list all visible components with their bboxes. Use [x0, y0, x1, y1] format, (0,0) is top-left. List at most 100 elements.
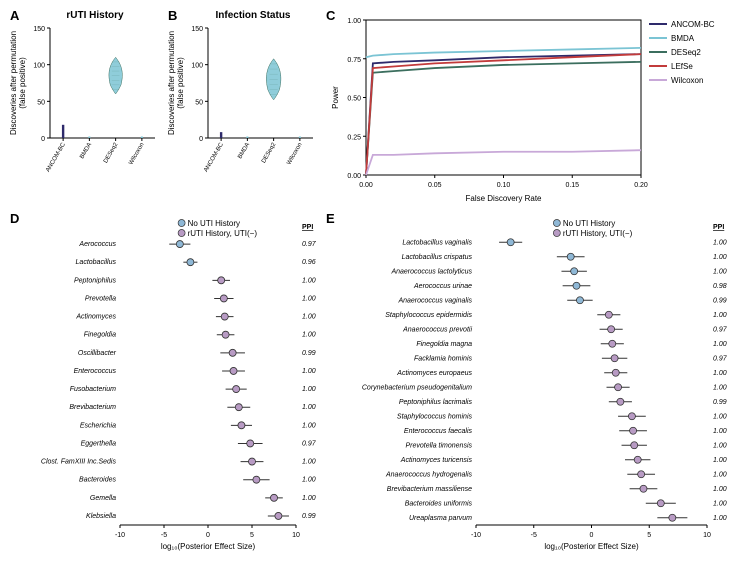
panel-d-chart: -10-50510log₁₀(Posterior Effect Size)PPI…: [10, 213, 330, 553]
svg-text:10: 10: [292, 532, 300, 539]
panel-e-label: E: [326, 211, 335, 226]
panel-b-label: B: [168, 8, 177, 23]
svg-text:Oscillibacter: Oscillibacter: [78, 350, 117, 357]
svg-text:1.00: 1.00: [713, 268, 727, 275]
panel-e-chart: -10-50510log₁₀(Posterior Effect Size)PPI…: [326, 213, 741, 553]
svg-text:0: 0: [199, 136, 203, 143]
panel-d: D -10-50510log₁₀(Posterior Effect Size)P…: [10, 213, 318, 553]
panel-d-label: D: [10, 211, 19, 226]
svg-text:PPI: PPI: [302, 224, 313, 231]
svg-text:ANCOM-BC: ANCOM-BC: [45, 141, 67, 173]
svg-text:1.00: 1.00: [713, 428, 727, 435]
svg-text:1.00: 1.00: [713, 384, 727, 391]
svg-text:Eggerthella: Eggerthella: [81, 440, 117, 447]
svg-text:0.97: 0.97: [302, 440, 317, 447]
svg-text:log₁₀(Posterior Effect Size): log₁₀(Posterior Effect Size): [544, 542, 639, 551]
svg-text:100: 100: [191, 63, 203, 70]
svg-text:0.75: 0.75: [347, 57, 361, 64]
svg-text:No UTI History: No UTI History: [188, 219, 240, 228]
svg-text:10: 10: [703, 532, 711, 539]
svg-text:1.00: 1.00: [302, 277, 316, 284]
svg-text:Anaerococcus vaginalis: Anaerococcus vaginalis: [397, 297, 472, 304]
svg-text:Brevibacterium massiliense: Brevibacterium massiliense: [387, 486, 472, 493]
svg-text:5: 5: [647, 532, 651, 539]
svg-text:Actinomyces turicensis: Actinomyces turicensis: [400, 457, 473, 464]
svg-text:Lactobacillus vaginalis: Lactobacillus vaginalis: [402, 239, 472, 246]
svg-text:No UTI History: No UTI History: [563, 219, 615, 228]
svg-text:Staphylococcus hominis: Staphylococcus hominis: [397, 413, 473, 420]
svg-text:50: 50: [195, 99, 203, 106]
panel-e: E -10-50510log₁₀(Posterior Effect Size)P…: [326, 213, 746, 553]
svg-text:1.00: 1.00: [713, 413, 727, 420]
svg-text:Finegoldia magna: Finegoldia magna: [416, 341, 472, 348]
svg-text:5: 5: [250, 532, 254, 539]
svg-text:Enterococcus: Enterococcus: [74, 368, 117, 375]
svg-text:0: 0: [41, 136, 45, 143]
svg-text:Clost. FamXIII Inc.Sedis: Clost. FamXIII Inc.Sedis: [41, 459, 117, 466]
panel-c-label: C: [326, 8, 335, 23]
svg-text:1.00: 1.00: [713, 471, 727, 478]
svg-text:Prevotella: Prevotella: [85, 295, 116, 302]
svg-text:1.00: 1.00: [713, 239, 727, 246]
svg-text:50: 50: [37, 99, 45, 106]
svg-text:0.98: 0.98: [713, 283, 727, 290]
svg-text:Ureaplasma parvum: Ureaplasma parvum: [409, 515, 472, 522]
svg-text:1.00: 1.00: [302, 459, 316, 466]
svg-text:1.00: 1.00: [302, 368, 316, 375]
svg-text:Anaerococcus lactolyticus: Anaerococcus lactolyticus: [390, 268, 472, 275]
svg-text:1.00: 1.00: [713, 500, 727, 507]
svg-text:Wilcoxon: Wilcoxon: [286, 142, 303, 166]
svg-text:Discoveries after permutation(: Discoveries after permutation(false posi…: [168, 31, 185, 135]
svg-text:Wilcoxon: Wilcoxon: [671, 76, 703, 85]
svg-text:0.97: 0.97: [302, 241, 317, 248]
svg-text:1.00: 1.00: [713, 515, 727, 522]
svg-text:Facklamia hominis: Facklamia hominis: [414, 355, 472, 362]
svg-text:rUTI History, UTI(−): rUTI History, UTI(−): [188, 229, 258, 238]
svg-text:Actinomyces: Actinomyces: [75, 314, 116, 321]
panel-a-label: A: [10, 8, 19, 23]
svg-text:BMDA: BMDA: [79, 142, 93, 160]
svg-text:Peptoniphilus: Peptoniphilus: [74, 277, 117, 284]
svg-text:0.00: 0.00: [359, 182, 373, 189]
svg-text:0.96: 0.96: [302, 259, 316, 266]
svg-text:1.00: 1.00: [713, 341, 727, 348]
panel-c-chart: 0.000.050.100.150.200.000.250.500.751.00…: [326, 10, 746, 205]
svg-text:DESeq2: DESeq2: [261, 141, 278, 164]
svg-text:150: 150: [191, 26, 203, 33]
svg-text:BMDA: BMDA: [671, 34, 695, 43]
svg-text:1.00: 1.00: [302, 477, 316, 484]
panel-b-chart: 0 50 100 150 Discoveries after permutation(f…: [168, 23, 318, 203]
svg-text:ANCOM-BC: ANCOM-BC: [671, 20, 715, 29]
svg-text:Klebsiella: Klebsiella: [86, 513, 116, 520]
svg-text:Power: Power: [331, 86, 340, 109]
svg-text:Fusobacterium: Fusobacterium: [70, 386, 116, 393]
svg-text:150: 150: [33, 26, 45, 33]
svg-text:Wilcoxon: Wilcoxon: [128, 142, 145, 166]
svg-text:0.99: 0.99: [302, 513, 316, 520]
svg-text:1.00: 1.00: [302, 422, 316, 429]
svg-text:Finegoldia: Finegoldia: [84, 332, 116, 339]
svg-text:1.00: 1.00: [302, 404, 316, 411]
svg-text:0.97: 0.97: [713, 355, 728, 362]
svg-text:Gemella: Gemella: [90, 495, 116, 502]
svg-text:-10: -10: [115, 532, 125, 539]
svg-text:1.00: 1.00: [302, 314, 316, 321]
svg-text:rUTI History, UTI(−): rUTI History, UTI(−): [563, 229, 633, 238]
svg-text:100: 100: [33, 63, 45, 70]
svg-text:BMDA: BMDA: [237, 142, 251, 160]
svg-text:1.00: 1.00: [713, 254, 727, 261]
svg-text:1.00: 1.00: [347, 18, 361, 25]
panel-b-title: Infection Status: [188, 10, 318, 21]
svg-text:1.00: 1.00: [713, 370, 727, 377]
svg-text:1.00: 1.00: [302, 495, 316, 502]
svg-text:1.00: 1.00: [302, 295, 316, 302]
svg-text:0.00: 0.00: [347, 173, 361, 180]
svg-text:0.20: 0.20: [634, 182, 648, 189]
svg-text:0.10: 0.10: [497, 182, 511, 189]
svg-text:Corynebacterium pseudogenitali: Corynebacterium pseudogenitalium: [362, 384, 472, 391]
panel-a-title: rUTI History: [30, 10, 160, 21]
svg-text:Enterococcus faecalis: Enterococcus faecalis: [404, 428, 473, 435]
svg-text:Discoveries after permutation(: Discoveries after permutation(false posi…: [10, 31, 27, 135]
svg-text:0.99: 0.99: [302, 350, 316, 357]
svg-text:Actinomyces europaeus: Actinomyces europaeus: [396, 370, 472, 377]
